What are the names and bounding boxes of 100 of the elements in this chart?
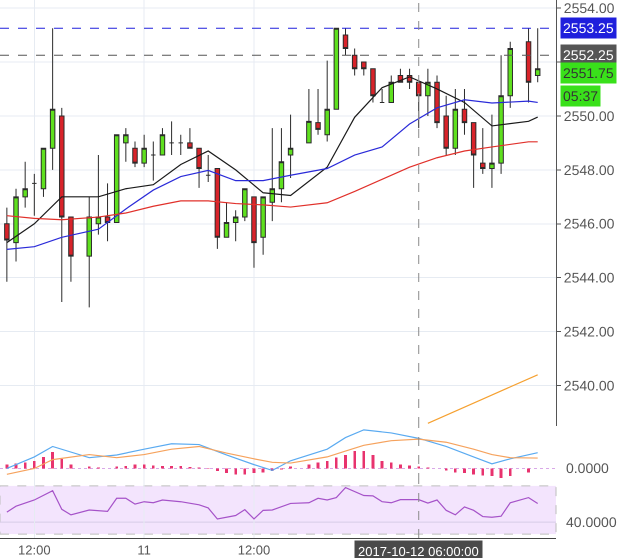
candlestick	[22, 161, 28, 208]
bar	[527, 468, 530, 472]
text: 40.0000	[566, 514, 617, 530]
y-tick-label: 2550.00	[564, 108, 615, 124]
y-tick-label: 2540.00	[564, 377, 615, 394]
y-tick-label: 2554.00	[564, 0, 615, 16]
candlestick	[114, 134, 120, 223]
bar	[362, 451, 366, 468]
candlestick	[13, 188, 19, 262]
candlestick	[526, 28, 532, 103]
candlestick	[508, 41, 513, 108]
x-tick-label: 12:00	[238, 542, 270, 558]
bar	[481, 468, 484, 476]
y-tick-label: 2548.00	[564, 162, 615, 178]
bar	[161, 466, 164, 468]
bar	[51, 452, 54, 468]
candlestick	[470, 122, 476, 188]
x-tick-label: 12:00	[18, 542, 51, 558]
candlestick	[388, 74, 394, 103]
line-series	[6, 99, 538, 250]
candlestick	[132, 141, 138, 168]
bar	[170, 466, 173, 468]
bar	[490, 468, 494, 476]
candlestick	[68, 216, 74, 282]
bar	[372, 454, 374, 468]
bar	[262, 468, 265, 472]
ref-line-label: 2553.25	[563, 20, 614, 36]
candlestick	[352, 48, 358, 76]
candlestick	[425, 68, 431, 116]
candlestick	[342, 28, 348, 56]
candlestick	[214, 168, 220, 250]
line-series	[6, 141, 538, 220]
candlestick	[278, 128, 284, 203]
candlestick	[434, 74, 440, 129]
candlestick	[86, 196, 92, 308]
candlestick	[242, 188, 248, 222]
candlestick	[324, 60, 330, 142]
candlestick	[196, 148, 202, 188]
y-tick-label: 2546.00	[564, 216, 615, 232]
candlestick	[232, 210, 238, 242]
candlestick	[224, 202, 230, 238]
candlestick	[104, 182, 110, 242]
candlestick	[178, 134, 184, 156]
bar	[380, 460, 384, 468]
candlestick	[462, 88, 468, 136]
candlestick	[160, 128, 166, 156]
candlestick	[40, 148, 46, 198]
bar	[24, 462, 27, 468]
bar	[234, 468, 238, 474]
text: 05:37	[563, 88, 598, 104]
bar	[134, 464, 136, 468]
bar	[243, 468, 246, 474]
bar	[399, 464, 402, 468]
bar	[307, 464, 310, 468]
bar	[252, 468, 256, 474]
bar	[316, 462, 320, 468]
candlestick	[251, 196, 257, 268]
candlestick	[141, 134, 147, 168]
candlestick	[123, 128, 129, 162]
bar	[390, 462, 393, 468]
bar	[70, 464, 72, 468]
candlestick	[4, 207, 10, 282]
ref-line-label: 0.0000	[566, 460, 610, 476]
candlestick	[270, 128, 276, 222]
candlestick	[288, 114, 294, 178]
candlestick	[59, 107, 65, 302]
candlestick	[361, 62, 367, 76]
candlestick	[32, 173, 38, 216]
candlestick	[306, 88, 312, 144]
candlestick	[480, 128, 486, 174]
bar	[500, 468, 502, 478]
candlestick	[260, 196, 266, 256]
bar	[142, 464, 146, 468]
candlestick	[370, 68, 376, 103]
bar	[334, 458, 338, 468]
candlestick	[534, 28, 540, 83]
candlestick	[443, 95, 449, 156]
candlestick	[489, 114, 495, 188]
candlestick	[96, 154, 102, 236]
ref-line-label: 2017-10-12 06:00:00	[358, 544, 479, 558]
bar	[408, 465, 411, 468]
bar	[344, 454, 347, 468]
candlestick	[379, 88, 385, 103]
candlestick	[498, 54, 504, 174]
bar	[225, 468, 228, 474]
bar	[463, 468, 466, 474]
line-series	[6, 76, 538, 244]
bar	[472, 468, 476, 474]
candlestick	[315, 88, 321, 136]
y-tick-label: 2542.00	[564, 324, 615, 340]
text: 2551.75	[563, 65, 614, 81]
candlestick	[205, 154, 211, 182]
bar	[216, 468, 219, 472]
candlestick	[187, 128, 193, 149]
candlestick	[150, 141, 156, 182]
candlestick	[334, 28, 340, 110]
candlestick	[452, 88, 458, 156]
bar	[454, 468, 457, 472]
ref-line-label: 2552.25	[563, 47, 614, 63]
candlestick	[168, 120, 174, 156]
